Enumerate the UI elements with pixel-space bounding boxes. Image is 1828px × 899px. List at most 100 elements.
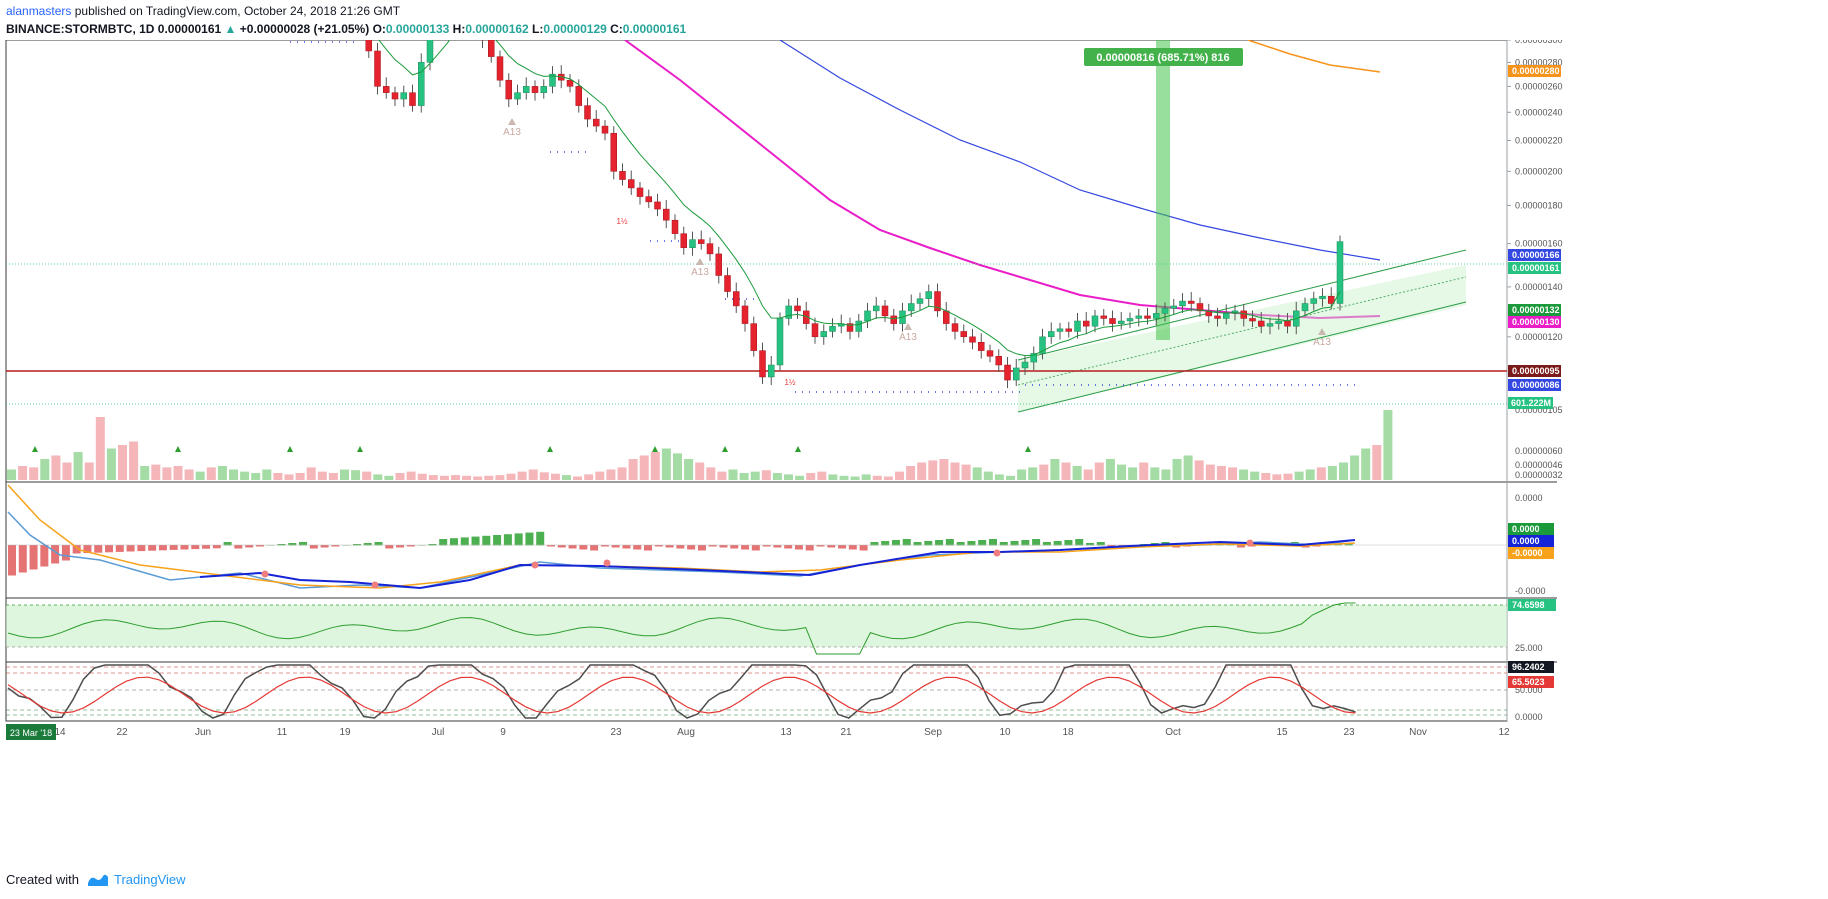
volume-bar	[306, 467, 316, 480]
up-triangle-icon: ▲	[224, 22, 237, 36]
macd-histogram-bar	[460, 537, 469, 546]
macd-histogram-bar	[439, 539, 448, 546]
volume-bar	[595, 471, 605, 480]
macd-histogram-bar	[1344, 543, 1353, 546]
y-tick-label: 0.00000140	[1515, 282, 1563, 292]
volume-bar	[606, 469, 616, 480]
symbol-name: BINANCE:STORMBTC, 1D	[6, 22, 155, 36]
volume-bar	[451, 475, 460, 480]
candle-body	[1004, 364, 1011, 381]
volume-bar	[539, 472, 549, 480]
macd-histogram-bar	[633, 545, 642, 550]
volume-bar	[1250, 471, 1260, 480]
candle-body	[514, 92, 521, 100]
channel-fill	[1018, 265, 1466, 412]
volume-bar	[1094, 462, 1104, 480]
volume-bar	[206, 467, 216, 480]
candle-body	[785, 305, 792, 319]
volume-bar	[795, 475, 805, 480]
macd-histogram-bar	[590, 545, 599, 551]
macd-histogram-bar	[385, 545, 394, 549]
candle-body	[733, 291, 740, 307]
macd-histogram-bar	[406, 545, 415, 547]
stoch-d-value-bg	[1508, 676, 1554, 688]
candle-body	[1126, 318, 1134, 322]
volume-bar	[1083, 469, 1093, 480]
volume-bar	[484, 475, 494, 480]
created-with-text: Created with	[6, 872, 79, 887]
candle-body	[1135, 315, 1142, 319]
volume-bar	[273, 473, 283, 480]
volume-bar	[240, 471, 250, 480]
candle-body	[978, 342, 985, 351]
macd-histogram-bar	[158, 545, 167, 551]
volume-bar	[750, 471, 760, 480]
volume-bar	[262, 469, 272, 480]
volume-marker	[795, 446, 801, 452]
candle-body	[820, 331, 827, 338]
stoch-k-value-bg	[1508, 661, 1554, 673]
volume-bar	[828, 474, 838, 480]
volume-label: 601.222M	[1511, 398, 1551, 408]
macd-histogram-bar	[449, 538, 458, 546]
volume-bar	[129, 441, 139, 480]
tradingview-link[interactable]: TradingView	[87, 872, 186, 887]
macd-histogram-bar	[482, 535, 491, 546]
candle-body	[488, 40, 495, 57]
volume-bar	[151, 464, 161, 480]
publisher-link[interactable]: alanmasters	[6, 4, 72, 18]
volume-bar	[1028, 467, 1038, 480]
volume-bar	[573, 476, 583, 480]
volume-bar	[1350, 455, 1360, 480]
macd-histogram-bar	[999, 542, 1008, 546]
volume-bar	[1183, 455, 1193, 480]
candle-body	[418, 62, 425, 106]
candle-body	[689, 239, 696, 248]
macd-histogram-bar	[1096, 542, 1105, 546]
x-tick-label: Jun	[195, 727, 211, 738]
volume-bar	[473, 476, 483, 480]
chart-canvas[interactable]: 0.00000300 0.00000280 0.00000260 0.00000240…	[0, 40, 1828, 866]
volume-bar	[62, 462, 72, 480]
volume-bar	[639, 455, 649, 480]
volume-bar	[195, 471, 205, 480]
volume-bar	[73, 452, 83, 480]
x-tick-label: 23	[1343, 727, 1355, 738]
macd-histogram-bar	[1086, 543, 1094, 546]
volume-bar	[994, 474, 1004, 480]
candle-body	[496, 56, 504, 81]
price-label: 0.00000161	[1512, 263, 1560, 273]
volume-bar	[717, 471, 727, 480]
volume-bar	[184, 469, 194, 480]
volume-bar	[395, 473, 405, 480]
volume-bar	[584, 474, 594, 480]
price-label: 0.00000095	[1512, 366, 1560, 376]
macd-histogram-bar	[978, 540, 987, 546]
volume-bar	[173, 466, 183, 480]
candle-body	[549, 73, 556, 87]
macd-histogram-bar	[245, 545, 254, 548]
candle-body	[829, 325, 836, 332]
candle-body	[523, 86, 530, 93]
macd-histogram-bar	[1075, 539, 1084, 546]
price-label: 0.00000132	[1512, 305, 1560, 315]
price-label-bg	[1508, 304, 1561, 316]
volume-bar	[506, 473, 516, 480]
macd-histogram-bar	[126, 545, 135, 552]
volume-bar	[1283, 473, 1293, 480]
volume-bar	[950, 462, 960, 480]
volume-marker	[175, 446, 181, 452]
candle-body	[750, 323, 757, 351]
candle-body	[1310, 298, 1317, 304]
stoch-axis-label: 0.0000	[1515, 712, 1543, 722]
volume-bar	[895, 471, 904, 480]
a13-label: A13	[691, 267, 709, 278]
macd-histogram-bar	[805, 545, 814, 551]
macd-histogram-bar	[827, 545, 836, 548]
macd-histogram-bar	[115, 545, 124, 552]
volume-bar	[528, 469, 538, 480]
candle-body	[1179, 300, 1186, 307]
y-tick-label: 0.00000240	[1515, 107, 1563, 117]
candle-body	[575, 86, 582, 106]
price-label: 0.00000166	[1512, 250, 1560, 260]
